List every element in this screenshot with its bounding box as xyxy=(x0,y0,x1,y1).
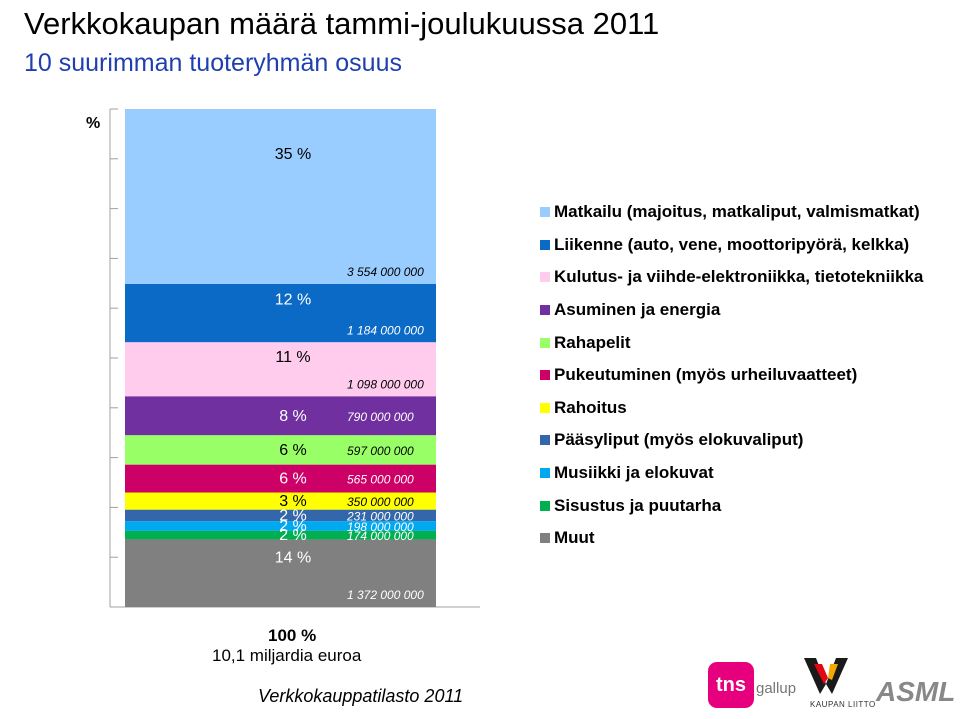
bar-segment-8 xyxy=(125,509,436,522)
percent-label-11: 14 % xyxy=(275,549,311,566)
value-label-10: 174 000 000 xyxy=(347,529,414,543)
bar-segment-4 xyxy=(125,396,436,436)
legend-label-9: Musiikki ja elokuvat xyxy=(554,463,714,483)
legend-item-3: Kulutus- ja viihde-elektroniikka, tietot… xyxy=(540,261,923,294)
percent-label-6: 6 % xyxy=(279,471,307,488)
legend-item-10: Sisustus ja puutarha xyxy=(540,489,923,522)
legend-label-10: Sisustus ja puutarha xyxy=(554,495,722,515)
legend-item-6: Pukeutuminen (myös urheiluvaatteet) xyxy=(540,359,923,392)
percent-label-4: 8 % xyxy=(279,408,307,425)
legend-label-4: Asuminen ja energia xyxy=(554,300,721,320)
legend-label-11: Muut xyxy=(554,528,595,548)
value-label-8: 231 000 000 xyxy=(346,509,414,523)
legend-item-8: Pääsyliput (myös elokuvaliput) xyxy=(540,424,923,457)
legend-item-5: Rahapelit xyxy=(540,326,923,359)
total-amount: 10,1 miljardia euroa xyxy=(212,646,362,665)
percent-label-5: 6 % xyxy=(279,442,307,459)
legend-label-6: Pukeutuminen (myös urheiluvaatteet) xyxy=(554,365,858,385)
bar-segment-1 xyxy=(125,109,436,285)
chart-subtitle: 10 suurimman tuoteryhmän osuus xyxy=(24,49,402,77)
legend-item-4: Asuminen ja energia xyxy=(540,294,923,327)
legend-item-7: Rahoitus xyxy=(540,392,923,425)
bar-segment-3 xyxy=(125,342,436,397)
legend-label-7: Rahoitus xyxy=(554,397,627,417)
legend-item-11: Muut xyxy=(540,522,923,555)
kaupan-liitto-logo xyxy=(804,658,848,694)
legend-swatch-3 xyxy=(540,272,550,283)
bar-segment-2 xyxy=(125,284,436,343)
legend-swatch-6 xyxy=(540,370,550,381)
chart-legend: Matkailu (majoitus, matkaliput, valmisma… xyxy=(540,196,923,555)
y-axis-label: % xyxy=(86,115,101,132)
value-label-6: 565 000 000 xyxy=(347,473,414,487)
legend-label-5: Rahapelit xyxy=(554,332,631,352)
value-label-9: 198 000 000 xyxy=(347,520,414,534)
bar-segment-9 xyxy=(125,521,436,531)
legend-swatch-10 xyxy=(540,500,550,511)
percent-label-1: 35 % xyxy=(275,146,311,163)
value-label-7: 350 000 000 xyxy=(347,495,414,509)
bar-segment-11 xyxy=(125,539,436,607)
tns-logo: tns xyxy=(708,662,754,708)
legend-label-8: Pääsyliput (myös elokuvaliput) xyxy=(554,430,804,450)
percent-label-3: 11 % xyxy=(275,349,310,366)
source-note: Verkkokauppatilasto 2011 xyxy=(258,686,464,706)
value-label-3: 1 098 000 000 xyxy=(347,377,424,391)
legend-swatch-1 xyxy=(540,207,550,218)
value-label-5: 597 000 000 xyxy=(347,444,414,458)
percent-label-7: 3 % xyxy=(279,493,307,510)
legend-label-1: Matkailu (majoitus, matkaliput, valmisma… xyxy=(554,202,920,222)
legend-item-9: Musiikki ja elokuvat xyxy=(540,457,923,490)
value-label-2: 1 184 000 000 xyxy=(347,323,424,337)
kaupan-liitto-logo-text: KAUPAN LIITTO xyxy=(810,700,876,709)
legend-swatch-11 xyxy=(540,533,550,544)
percent-label-2: 12 % xyxy=(275,292,311,309)
legend-label-3: Kulutus- ja viihde-elektroniikka, tietot… xyxy=(554,267,924,287)
percent-label-9: 2 % xyxy=(279,518,307,535)
gallup-logo-text: gallup xyxy=(756,680,797,697)
legend-swatch-8 xyxy=(540,435,550,446)
bar-segment-7 xyxy=(125,492,436,510)
legend-label-2: Liikenne (auto, vene, moottoripyörä, kel… xyxy=(554,234,910,254)
legend-swatch-9 xyxy=(540,468,550,479)
legend-swatch-2 xyxy=(540,239,550,250)
legend-swatch-7 xyxy=(540,402,550,413)
legend-swatch-5 xyxy=(540,337,550,348)
percent-label-8: 2 % xyxy=(279,507,307,524)
value-label-4: 790 000 000 xyxy=(347,410,414,424)
legend-swatch-4 xyxy=(540,305,550,316)
asml-logo: ASML xyxy=(876,676,956,707)
bar-segment-6 xyxy=(125,464,436,493)
percent-label-10: 2 % xyxy=(279,527,307,544)
legend-item-1: Matkailu (majoitus, matkaliput, valmisma… xyxy=(540,196,923,229)
bar-segment-5 xyxy=(125,435,436,465)
value-label-1: 3 554 000 000 xyxy=(347,265,424,279)
bar-segment-10 xyxy=(125,530,436,540)
value-label-11: 1 372 000 000 xyxy=(347,588,424,602)
total-percent: 100 % xyxy=(268,626,317,645)
legend-item-2: Liikenne (auto, vene, moottoripyörä, kel… xyxy=(540,229,923,262)
chart-title: Verkkokaupan määrä tammi-joulukuussa 201… xyxy=(24,6,660,41)
